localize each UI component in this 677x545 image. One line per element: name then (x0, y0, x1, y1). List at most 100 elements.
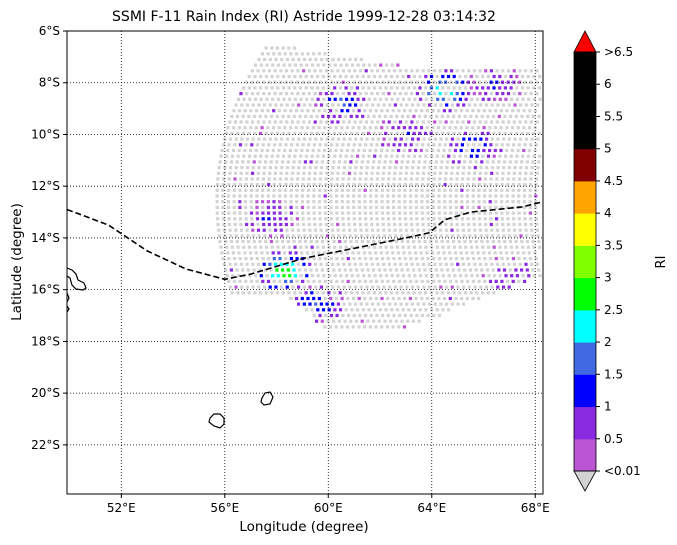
swath-pixel (498, 86, 502, 90)
swath-pixel (370, 177, 374, 181)
swath-pixel (257, 103, 261, 107)
swath-pixel (409, 257, 413, 261)
swath-pixel (446, 86, 451, 90)
swath-pixel (314, 234, 318, 238)
swath-pixel (490, 228, 494, 232)
swath-pixel (364, 92, 368, 96)
swath-pixel (261, 205, 265, 209)
swath-pixel (512, 120, 516, 124)
swath-pixel (358, 143, 362, 147)
swath-pixel (464, 274, 468, 278)
swath-pixel (342, 103, 346, 107)
swath-pixel (515, 86, 519, 90)
swath-pixel (336, 92, 340, 96)
swath-pixel (328, 274, 332, 278)
swath-pixel (477, 194, 481, 198)
swath-pixel (285, 171, 289, 175)
swath-pixel (369, 279, 373, 283)
swath-pixel (513, 103, 517, 107)
swath-pixel (425, 126, 429, 130)
swath-pixel (469, 245, 473, 249)
swath-pixel (421, 80, 425, 84)
swath-pixel (426, 217, 430, 221)
swath-pixel (532, 274, 536, 278)
swath-pixel (241, 291, 246, 295)
swath-pixel (318, 313, 322, 318)
swath-pixel (341, 92, 345, 96)
swath-pixel (425, 148, 429, 153)
swath-pixel (238, 183, 242, 187)
swath-pixel (397, 126, 401, 130)
swath-pixel (371, 234, 375, 238)
swath-pixel (407, 154, 411, 158)
swath-pixel (484, 222, 488, 227)
swath-pixel (515, 74, 519, 79)
swath-pixel (356, 274, 360, 278)
swath-pixel (376, 92, 380, 96)
swath-pixel (456, 137, 460, 141)
swath-pixel (507, 262, 511, 266)
swath-pixel (515, 97, 519, 101)
swath-pixel (449, 211, 453, 215)
swath-pixel (475, 97, 480, 101)
swath-pixel (484, 171, 488, 175)
swath-pixel (449, 188, 453, 192)
swath-pixel (305, 148, 310, 153)
swath-pixel (266, 200, 270, 204)
swath-pixel (443, 194, 447, 198)
swath-pixel (444, 80, 448, 84)
swath-pixel (289, 257, 293, 261)
swath-pixel (262, 285, 267, 289)
swath-pixel (401, 86, 405, 90)
swath-pixel (367, 97, 371, 101)
swath-pixel (414, 205, 418, 209)
swath-pixel (383, 114, 387, 118)
swath-pixel (453, 148, 458, 153)
swath-pixel (418, 154, 422, 158)
swath-pixel (527, 274, 531, 278)
swath-pixel (481, 74, 485, 79)
swath-pixel (447, 308, 451, 312)
swath-pixel (310, 74, 314, 79)
swath-pixel (362, 97, 366, 101)
swath-pixel (329, 194, 333, 198)
swath-pixel (323, 200, 327, 204)
swath-pixel (256, 177, 260, 181)
swath-pixel (406, 239, 410, 244)
swath-pixel (295, 296, 299, 301)
swath-pixel (509, 86, 513, 90)
swath-pixel (402, 251, 406, 255)
swath-pixel (358, 92, 363, 96)
swath-pixel (374, 325, 378, 329)
swath-pixel (226, 200, 230, 204)
swath-pixel (458, 74, 462, 79)
swath-pixel (453, 97, 457, 101)
swath-pixel (492, 114, 496, 118)
swath-pixel (380, 257, 385, 261)
swath-pixel (413, 274, 417, 278)
swath-pixel (245, 262, 249, 266)
swath-pixel (269, 239, 273, 244)
swath-pixel (447, 154, 451, 158)
swath-pixel (426, 257, 430, 261)
swath-pixel (285, 57, 289, 62)
swath-pixel (293, 131, 297, 135)
swath-pixel (459, 109, 464, 113)
swath-pixel (319, 120, 323, 124)
swath-pixel (494, 109, 498, 113)
swath-pixel (264, 291, 268, 295)
swath-pixel (303, 239, 308, 244)
swath-pixel (422, 103, 426, 107)
swath-pixel (336, 120, 340, 124)
swath-pixel (446, 74, 451, 79)
swath-pixel (524, 137, 528, 141)
swath-pixel (275, 160, 279, 164)
swath-pixel (312, 143, 316, 147)
swath-pixel (319, 285, 323, 289)
swath-pixel (369, 205, 373, 209)
x-tick-label: 68°E (521, 501, 550, 515)
swath-pixel (416, 302, 420, 306)
swath-pixel (393, 103, 397, 107)
swath-pixel (438, 217, 442, 221)
swath-pixel (441, 131, 445, 135)
